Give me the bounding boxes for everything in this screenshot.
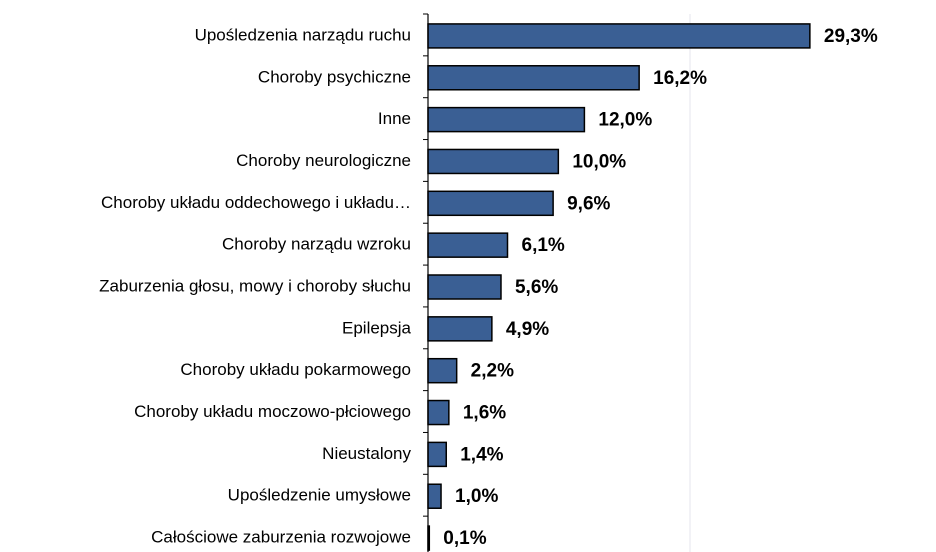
category-label: Choroby układu moczowo-płciowego bbox=[134, 402, 411, 421]
value-label: 1,6% bbox=[463, 403, 506, 424]
category-label: Choroby układu pokarmowego bbox=[180, 360, 411, 379]
value-label: 29,3% bbox=[824, 26, 878, 47]
value-label: 2,2% bbox=[471, 361, 514, 382]
value-label: 9,6% bbox=[567, 193, 610, 214]
category-label: Upośledzenie umysłowe bbox=[228, 486, 411, 505]
bar bbox=[427, 274, 502, 300]
bar bbox=[427, 441, 447, 468]
bar bbox=[427, 148, 560, 175]
bar bbox=[427, 357, 458, 384]
bar bbox=[427, 65, 640, 91]
value-label: 10,0% bbox=[572, 151, 626, 172]
category-label: Epilepsja bbox=[342, 318, 412, 337]
value-label: 4,9% bbox=[506, 319, 549, 340]
category-label: Choroby psychiczne bbox=[258, 67, 411, 86]
bar bbox=[427, 23, 811, 49]
category-label: Inne bbox=[378, 109, 411, 128]
category-label: Choroby układu oddechowego i układu… bbox=[101, 193, 411, 212]
category-label: Choroby narządu wzroku bbox=[222, 235, 411, 254]
category-label: Zaburzenia głosu, mowy i choroby słuchu bbox=[99, 276, 411, 295]
value-label: 0,1% bbox=[443, 528, 486, 549]
value-label: 1,4% bbox=[460, 444, 503, 465]
bar bbox=[427, 316, 493, 342]
bar bbox=[427, 399, 450, 426]
category-label: Całościowe zaburzenia rozwojowe bbox=[151, 528, 411, 547]
category-label: Upośledzenia narządu ruchu bbox=[195, 25, 411, 44]
category-label: Choroby neurologiczne bbox=[236, 151, 411, 170]
value-label: 16,2% bbox=[653, 68, 707, 89]
category-label: Nieustalony bbox=[322, 444, 411, 463]
value-label: 6,1% bbox=[522, 235, 565, 256]
bar bbox=[427, 232, 509, 258]
value-label: 1,0% bbox=[455, 486, 498, 507]
bar bbox=[427, 190, 554, 217]
value-label: 5,6% bbox=[515, 277, 558, 298]
bar bbox=[427, 106, 586, 133]
bar bbox=[427, 483, 442, 509]
value-label: 12,0% bbox=[598, 110, 652, 131]
